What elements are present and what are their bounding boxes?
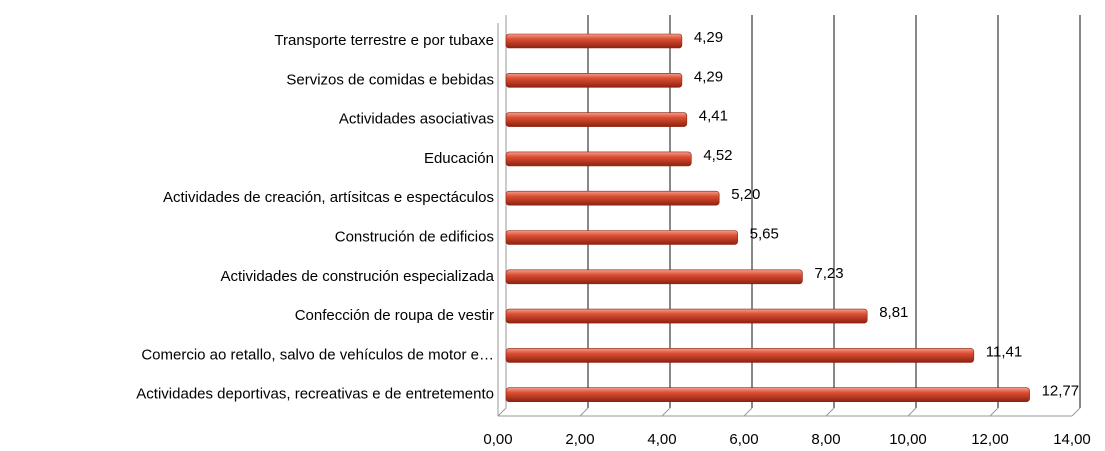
y-tick-label: Servizos de comidas e bebidas [286,71,494,88]
grid-depth [661,407,671,417]
bar [505,308,868,324]
grid-depth [825,407,835,417]
y-tick-label: Actividades deportivas, recreativas e de… [136,386,494,403]
y-tick-label: Construción de edificios [335,228,494,245]
grid-depth [1071,407,1081,417]
bar [505,73,683,88]
value-label: 7,23 [814,265,843,282]
value-label: 5,20 [731,186,760,203]
bar [505,269,803,285]
value-label: 8,81 [879,304,908,321]
value-label: 12,77 [1042,383,1080,400]
y-tick-label: Educación [424,150,494,167]
value-label: 4,52 [703,147,732,164]
grid-depth [907,407,917,417]
x-tick-label: 8,00 [811,431,840,448]
y-tick-label: Actividades de creación, artísitcas e es… [163,189,494,206]
grid-depth [579,407,589,417]
bar [505,190,720,206]
bar [505,387,1030,403]
value-label: 4,29 [694,29,723,46]
x-tick-label: 12,00 [971,431,1009,448]
bar [505,230,738,245]
grid-depth [989,407,999,417]
x-tick-label: 0,00 [483,431,512,448]
value-label: 4,41 [699,108,728,125]
grid-depth [497,407,507,417]
x-tick-label: 10,00 [889,431,927,448]
bar [505,33,683,49]
value-label: 11,41 [986,343,1022,360]
bar [505,151,692,167]
x-tick-label: 6,00 [729,431,758,448]
y-tick-label: Actividades de construción especializada [221,268,495,285]
bar [505,112,688,127]
x-tick-label: 2,00 [565,431,594,448]
value-label: 4,29 [694,68,723,85]
y-tick-label: Confección de roupa de vestir [295,307,494,324]
y-tick-label: Actividades asociativas [339,111,494,128]
bar [505,348,975,363]
x-tick-label: 4,00 [647,431,676,448]
y-tick-label: Comercio ao retallo, salvo de vehículos … [141,346,494,363]
value-label: 5,65 [750,225,779,242]
grid-depth [743,407,753,417]
y-tick-label: Transporte terrestre e por tubaxe [274,32,494,49]
x-tick-label: 14,00 [1053,431,1091,448]
